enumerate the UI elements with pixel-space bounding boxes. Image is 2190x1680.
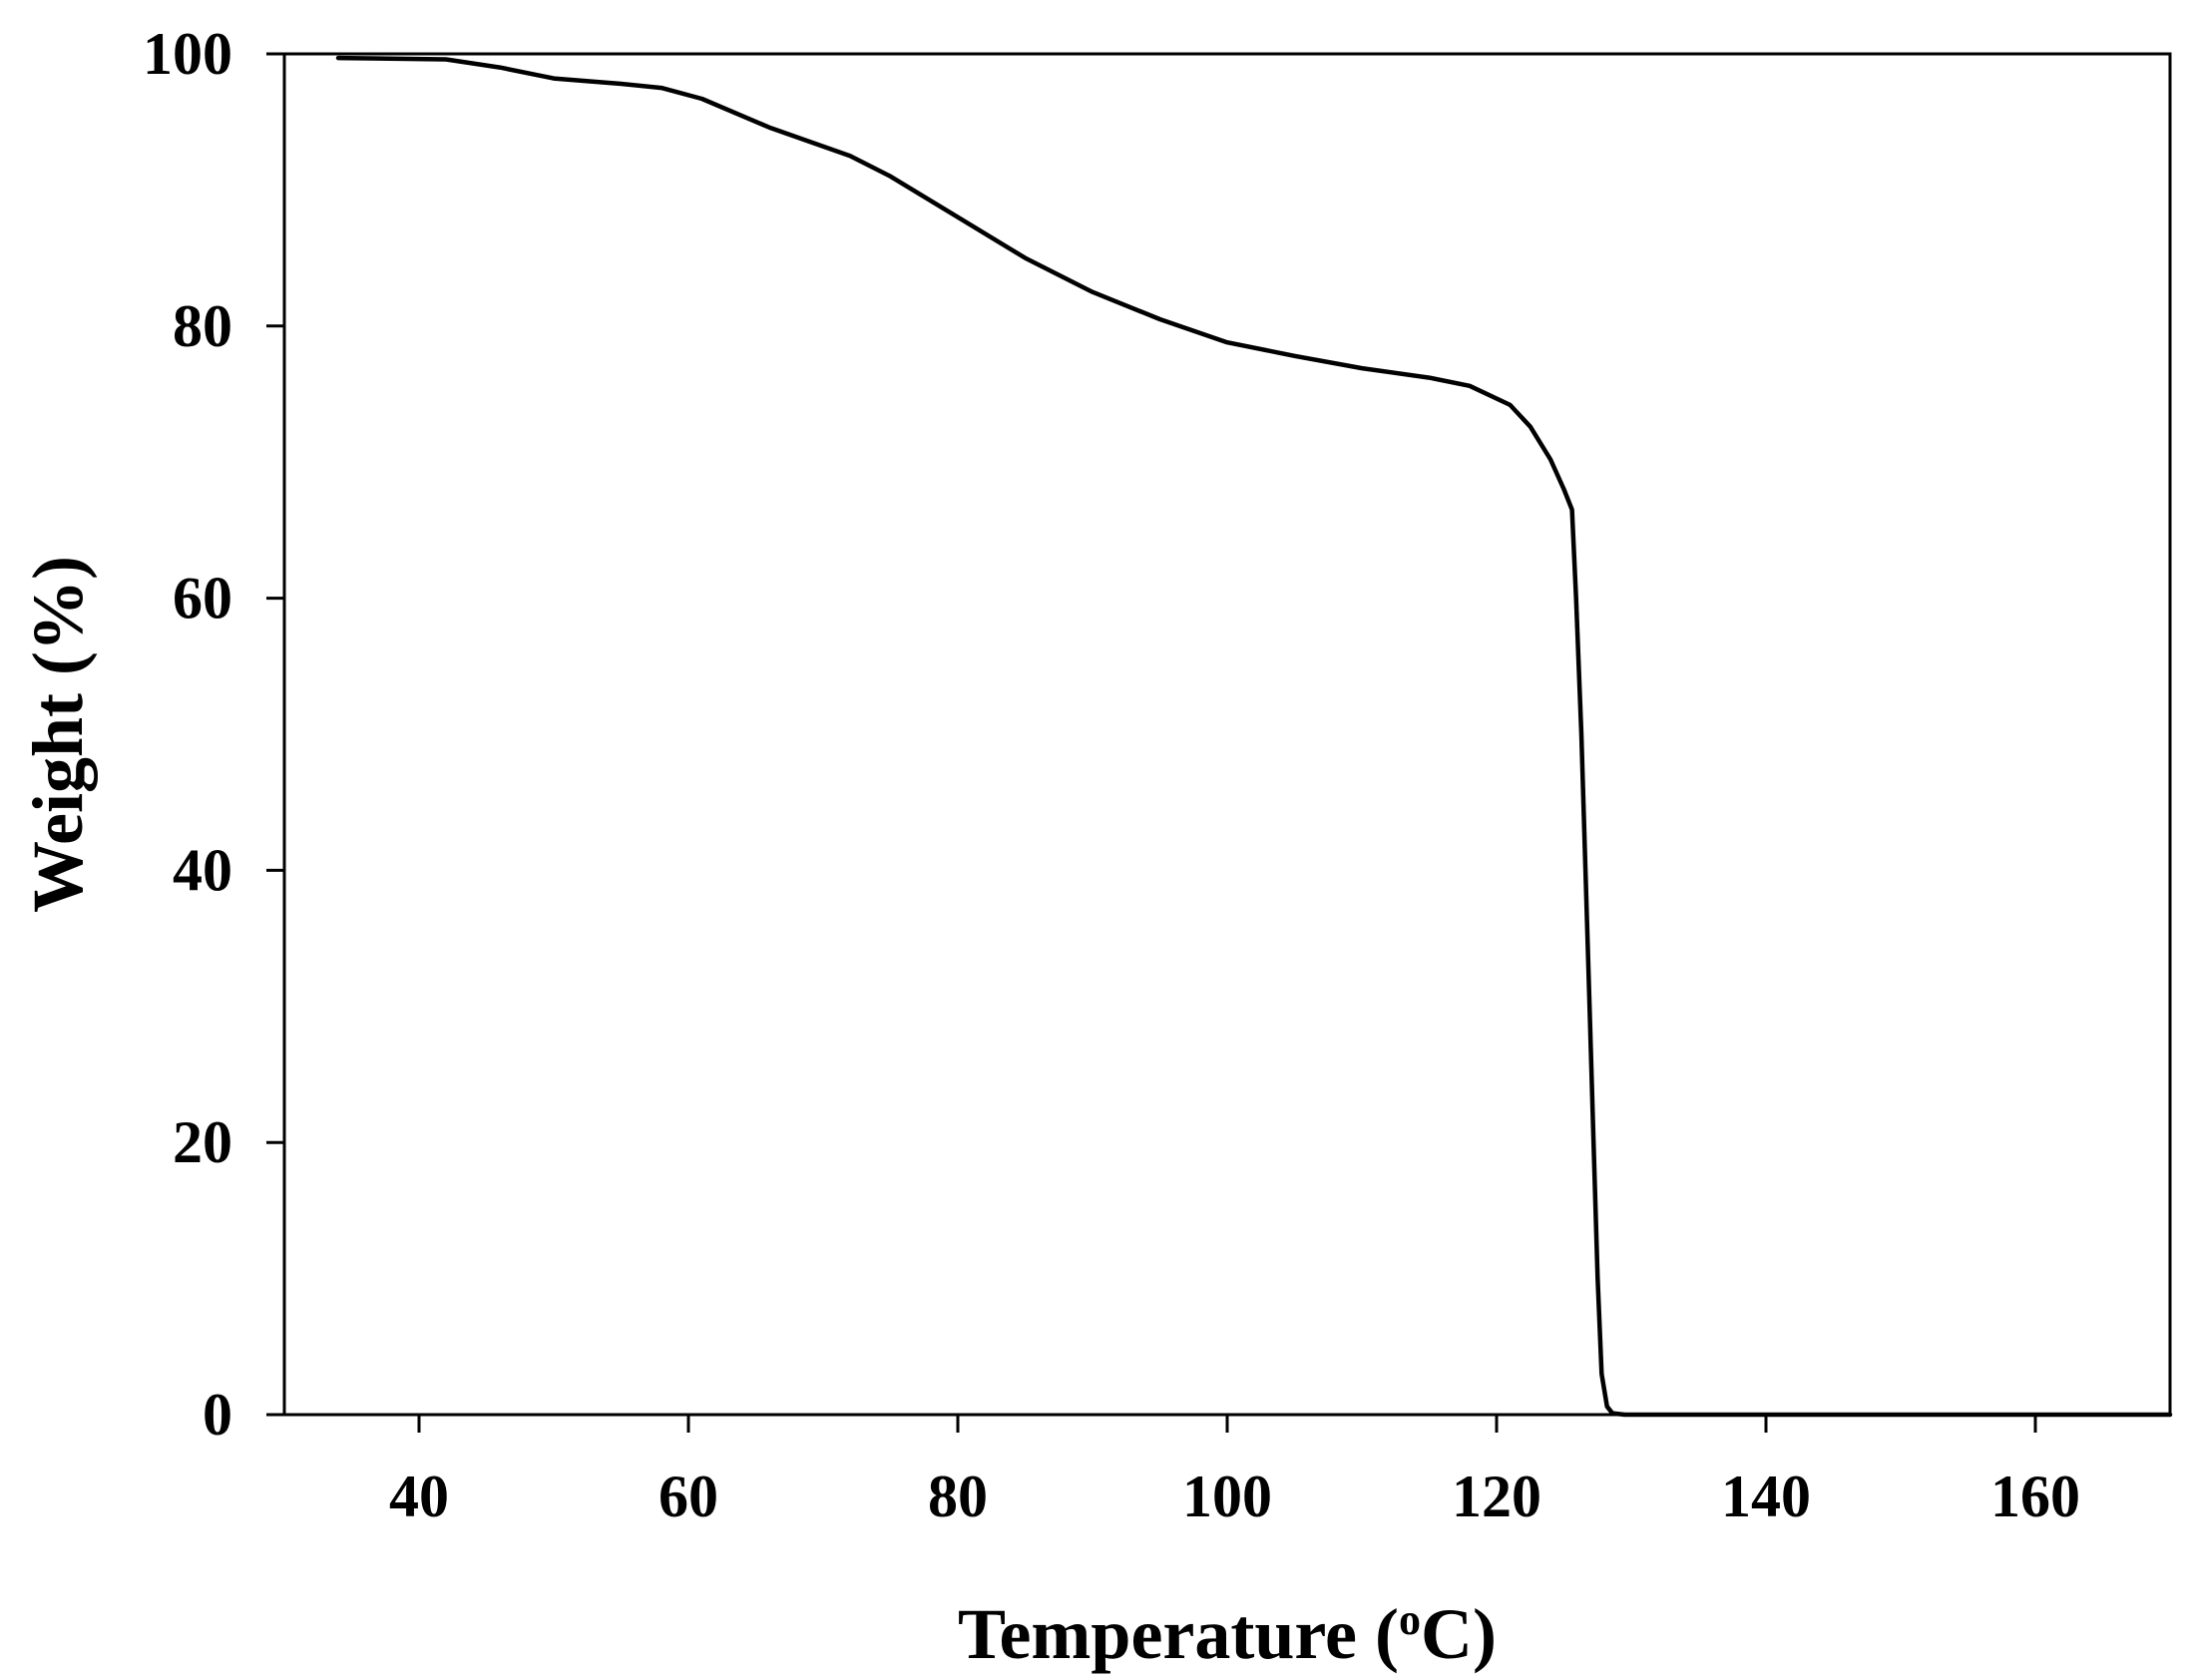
x-tick-label: 160 — [1990, 1464, 2080, 1529]
y-axis-ticks: 0 20 40 60 80 100 — [143, 21, 284, 1448]
x-tick-label: 140 — [1721, 1464, 1811, 1529]
x-tick-label: 100 — [1182, 1464, 1272, 1529]
y-tick-label: 40 — [173, 837, 232, 903]
plot-frame — [282, 52, 2172, 1417]
y-axis-label: Weight (%) — [18, 556, 98, 913]
y-tick-label: 0 — [203, 1382, 232, 1448]
x-tick-label: 80 — [928, 1464, 988, 1529]
y-tick-label: 60 — [173, 566, 232, 631]
plot-area — [282, 52, 2172, 1417]
series-layer — [335, 55, 2173, 1418]
x-tick-label: 60 — [658, 1464, 718, 1529]
x-axis-ticks: 40 60 80 100 120 140 160 — [389, 1415, 2080, 1529]
y-tick-label: 20 — [173, 1109, 232, 1175]
x-axis-label: Temperature (oC) — [958, 1594, 1497, 1674]
x-axis-label-degree: o — [1399, 1595, 1421, 1644]
x-tick-label: 40 — [389, 1464, 449, 1529]
x-axis-label-main: Temperature ( — [958, 1594, 1399, 1674]
y-tick-label: 80 — [173, 293, 232, 359]
x-axis-label-unit: C) — [1421, 1594, 1497, 1674]
y-tick-label: 100 — [143, 21, 232, 87]
x-tick-label: 120 — [1452, 1464, 1541, 1529]
series-line — [335, 55, 2173, 1418]
